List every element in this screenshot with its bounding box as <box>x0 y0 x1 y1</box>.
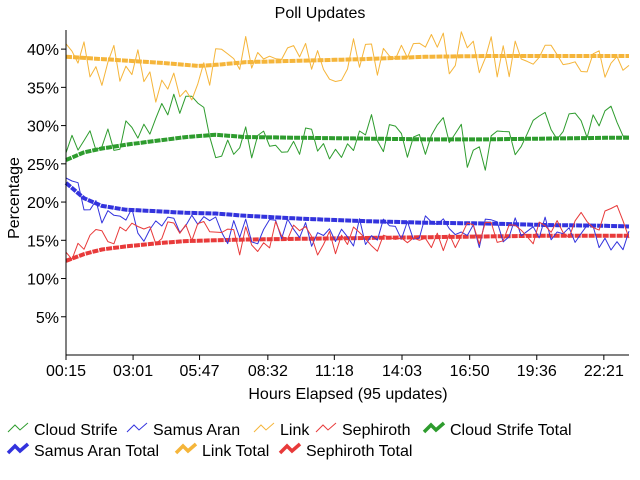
legend-swatch-link-total <box>174 442 198 455</box>
legend-swatch-cloud-strife <box>7 422 29 433</box>
series-line-cloud-strife-total <box>65 132 629 162</box>
x-axis-ticks: 00:15 03:01 05:47 08:32 11:18 14:03 16:50 19:36… <box>46 355 624 380</box>
y-tick-label: 15% <box>27 233 59 250</box>
legend-label-samus-aran: Samus Aran <box>153 422 240 439</box>
legend-label-sephiroth-total: Sephiroth Total <box>306 443 412 460</box>
legend-swatch-sephiroth-total <box>278 442 302 455</box>
legend-label-cloud-strife: Cloud Strife <box>34 422 118 439</box>
x-tick-label: 05:47 <box>180 363 220 380</box>
plot-marks <box>64 31 630 263</box>
y-tick-label: 25% <box>27 157 59 174</box>
legend: Cloud Strife Samus Aran Link Sephiroth Cloud… <box>6 421 572 460</box>
series-line-sephiroth <box>65 204 630 260</box>
legend-label-cloud-strife-total: Cloud Strife Total <box>450 422 572 439</box>
x-tick-label: 14:03 <box>382 363 422 380</box>
series-line-samus-aran-total <box>64 181 630 229</box>
x-tick-label: 03:01 <box>113 363 153 380</box>
legend-label-link-total: Link Total <box>202 443 269 460</box>
y-tick-label: 35% <box>27 80 59 97</box>
y-axis-title: Percentage <box>6 157 23 239</box>
x-tick-label: 08:32 <box>248 363 288 380</box>
x-tick-label: 16:50 <box>450 363 490 380</box>
y-axis-ticks: 5% 10% 15% 20% 25% 30% 35% 40% <box>27 42 66 327</box>
x-tick-label: 00:15 <box>46 363 86 380</box>
legend-label-link: Link <box>280 422 310 439</box>
y-tick-label: 5% <box>36 310 59 327</box>
x-tick-label: 19:36 <box>517 363 557 380</box>
series-line-link-total <box>65 54 629 68</box>
series-line-samus-aran <box>65 177 630 251</box>
chart-title: Poll Updates <box>275 5 366 22</box>
x-tick-label: 22:21 <box>584 363 624 380</box>
legend-swatch-samus-aran <box>126 422 148 433</box>
series-line-sephiroth-total <box>65 233 629 263</box>
x-axis-title: Hours Elapsed (95 updates) <box>248 386 447 403</box>
legend-swatch-sephiroth <box>315 422 337 433</box>
y-tick-label: 20% <box>27 195 59 212</box>
axes <box>65 30 629 356</box>
legend-swatch-cloud-strife-total <box>422 421 446 434</box>
y-tick-label: 30% <box>27 119 59 136</box>
legend-label-sephiroth: Sephiroth <box>342 422 411 439</box>
series-line-link <box>65 31 630 103</box>
y-tick-label: 10% <box>27 272 59 289</box>
y-tick-label: 40% <box>27 42 59 59</box>
x-tick-label: 11:18 <box>315 363 354 380</box>
legend-label-samus-aran-total: Samus Aran Total <box>34 443 159 460</box>
series-line-cloud-strife <box>65 93 630 171</box>
legend-swatch-samus-aran-total <box>6 442 30 455</box>
legend-swatch-link <box>253 422 275 433</box>
